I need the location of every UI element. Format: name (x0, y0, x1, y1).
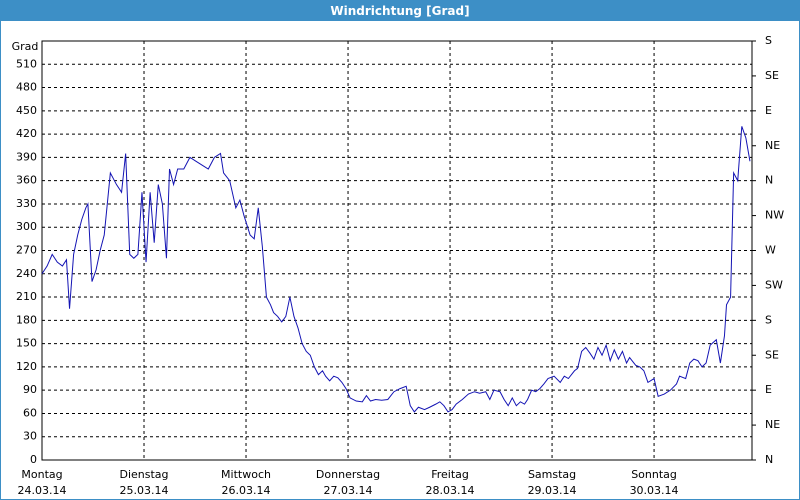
y-tick-label: 120 (16, 360, 37, 373)
x-tick-label: Freitag (431, 468, 469, 481)
y2-tick-label: S (765, 34, 772, 47)
y-tick-label: 270 (16, 244, 37, 257)
y2-tick-label: E (765, 104, 772, 117)
data-line (41, 126, 751, 413)
x-tick-label: Donnerstag (316, 468, 380, 481)
y-tick-label: 510 (16, 57, 37, 70)
x-tick-label: 25.03.14 (120, 484, 169, 497)
x-tick-label: 26.03.14 (222, 484, 271, 497)
y-tick-label: 90 (23, 383, 37, 396)
x-tick-label: Dienstag (119, 468, 168, 481)
y-tick-label: 240 (16, 267, 37, 280)
y-tick-label: 420 (16, 127, 37, 140)
plot-frame (41, 40, 753, 461)
title-bar: Windrichtung [Grad] (1, 1, 799, 21)
y-tick-label: 150 (16, 337, 37, 350)
y-tick-label: 450 (16, 104, 37, 117)
y-tick-label: 0 (30, 453, 37, 466)
y-tick-label: 360 (16, 174, 37, 187)
y2-tick-label: E (765, 383, 772, 396)
y-tick-label: 30 (23, 430, 37, 443)
y2-tick-label: N (765, 453, 773, 466)
x-tick-label: Montag (21, 468, 62, 481)
y-tick-label: 390 (16, 150, 37, 163)
x-tick-label: 29.03.14 (528, 484, 577, 497)
y-tick-label: 330 (16, 197, 37, 210)
y2-tick-label: NE (765, 418, 780, 431)
y-axis-label: Grad (12, 40, 39, 53)
x-tick-label: 30.03.14 (630, 484, 679, 497)
x-tick-label: Mittwoch (221, 468, 271, 481)
x-tick-label: 27.03.14 (324, 484, 373, 497)
x-tick-label: Samstag (528, 468, 576, 481)
y2-tick-label: N (765, 174, 773, 187)
y2-tick-label: SW (765, 278, 783, 291)
y-tick-label: 480 (16, 81, 37, 94)
y2-tick-label: S (765, 313, 772, 326)
x-tick-label: 24.03.14 (18, 484, 67, 497)
y2-tick-label: W (765, 244, 776, 257)
y-tick-label: 210 (16, 290, 37, 303)
y2-tick-label: SE (765, 348, 779, 361)
y-tick-label: 180 (16, 313, 37, 326)
y-tick-label: 300 (16, 220, 37, 233)
x-tick-label: Sonntag (631, 468, 677, 481)
y2-tick-label: NW (765, 209, 784, 222)
y2-tick-label: NE (765, 139, 780, 152)
x-tick-label: 28.03.14 (426, 484, 475, 497)
y2-tick-label: SE (765, 69, 779, 82)
y-tick-label: 60 (23, 406, 37, 419)
